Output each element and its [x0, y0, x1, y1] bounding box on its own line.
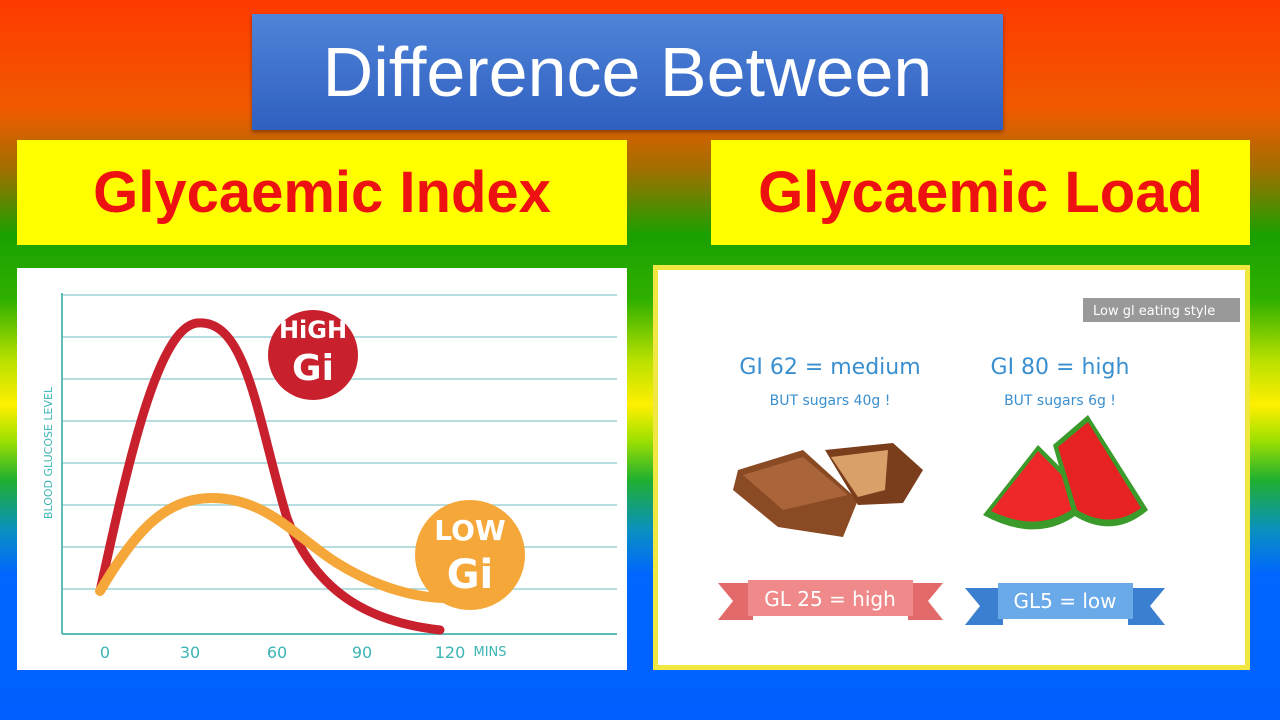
high-gi-curve — [95, 318, 445, 635]
x-tick-label: 0 — [100, 643, 110, 662]
tag: Low gl eating style — [1093, 304, 1215, 319]
x-tick-label: 90 — [352, 643, 372, 662]
sugars-text: BUT sugars 40g ! — [770, 393, 891, 409]
y-label: BLOOD GLUCOSE LEVEL — [42, 386, 55, 519]
gl-text: GL5 = low — [1014, 589, 1117, 613]
x-tick-label: 120 — [435, 643, 466, 662]
candy-bar-image — [733, 443, 923, 537]
gl-panel: Low gl eating style GI 62 = medium BUT s… — [653, 265, 1250, 670]
gl-banner-right — [965, 583, 1165, 625]
x-tick-label: 60 — [267, 643, 287, 662]
heading-gl: Glycaemic Load — [711, 140, 1250, 245]
gi-graph: BLOOD GLUCOSE LEVEL HiGH Gi LOW Gi 0 30 … — [17, 268, 627, 670]
watermelon-image — [983, 415, 1148, 530]
low-badge — [415, 500, 525, 610]
x-unit: MINS — [473, 645, 506, 660]
low-gi-curve — [95, 492, 452, 603]
x-tick-label: 30 — [180, 643, 200, 662]
gl-banner-left — [718, 580, 943, 620]
heading-gi: Glycaemic Index — [17, 140, 627, 245]
badge-text: LOW — [434, 514, 506, 547]
tag-box — [1083, 298, 1240, 322]
high-badge — [268, 310, 358, 400]
sugars-text: BUT sugars 6g ! — [1004, 393, 1116, 409]
gi-text: GI 80 = high — [991, 355, 1130, 380]
badge-text: Gi — [292, 348, 334, 389]
gl-text: GL 25 = high — [764, 587, 896, 611]
badge-text: HiGH — [279, 316, 347, 344]
badge-text: Gi — [447, 552, 494, 598]
title-banner: Difference Between — [252, 14, 1003, 130]
gi-text: GI 62 = medium — [739, 355, 920, 380]
